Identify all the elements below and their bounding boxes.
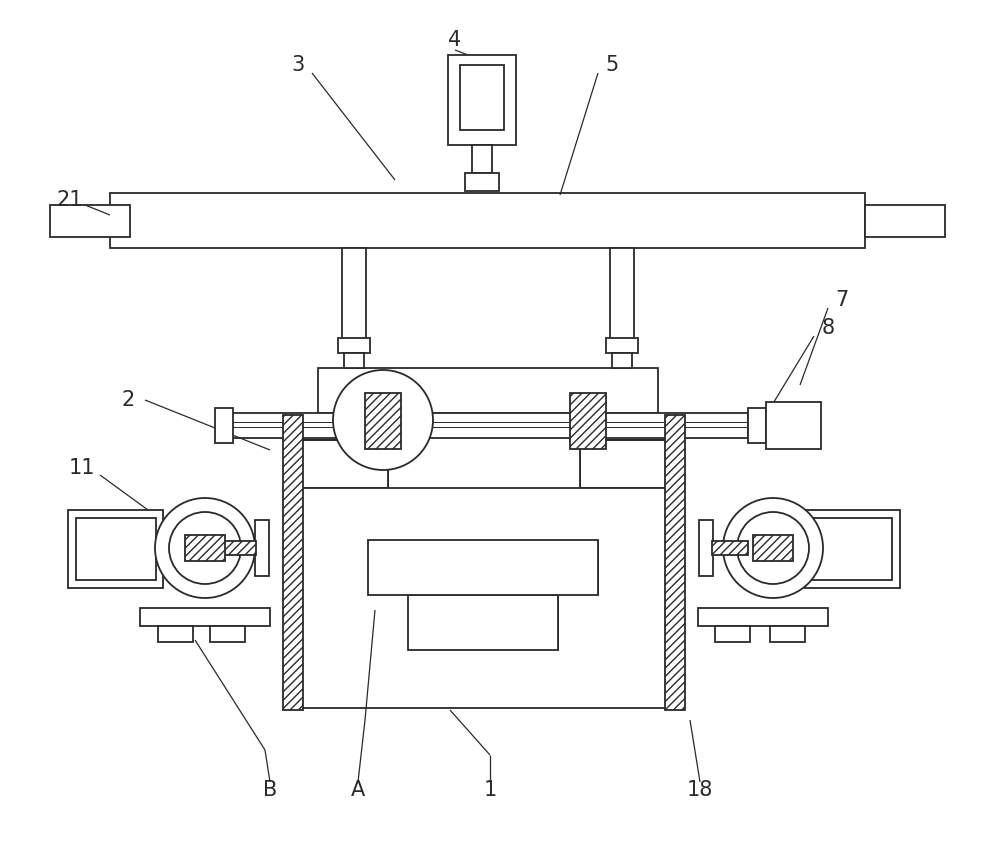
Bar xyxy=(140,608,270,626)
Bar xyxy=(472,145,492,173)
Bar xyxy=(699,520,713,576)
Bar xyxy=(228,413,748,438)
Text: 11: 11 xyxy=(69,458,95,478)
Bar xyxy=(283,415,303,710)
Bar xyxy=(215,408,233,443)
Bar xyxy=(610,248,634,343)
Bar xyxy=(210,626,245,642)
Bar xyxy=(753,535,793,561)
Text: 1: 1 xyxy=(483,780,497,800)
Bar xyxy=(185,535,225,561)
Bar xyxy=(715,626,750,642)
Text: 2: 2 xyxy=(121,390,135,410)
Bar xyxy=(76,518,156,580)
Bar xyxy=(606,338,638,353)
Bar xyxy=(570,393,606,449)
Circle shape xyxy=(737,512,809,584)
Text: 4: 4 xyxy=(448,30,462,50)
Bar xyxy=(338,338,370,353)
Bar xyxy=(460,65,504,130)
Text: 7: 7 xyxy=(835,290,849,310)
Bar xyxy=(298,440,388,488)
Bar xyxy=(748,408,766,443)
Text: A: A xyxy=(351,780,365,800)
Bar xyxy=(805,510,900,588)
Bar xyxy=(365,393,401,449)
Text: 18: 18 xyxy=(687,780,713,800)
Text: B: B xyxy=(263,780,277,800)
Bar xyxy=(344,353,364,368)
Bar xyxy=(766,402,821,449)
Bar xyxy=(300,488,668,708)
Text: 5: 5 xyxy=(605,55,619,75)
Bar xyxy=(368,540,598,595)
Text: 21: 21 xyxy=(57,190,83,210)
Bar xyxy=(220,541,256,555)
Bar xyxy=(50,205,130,237)
Bar xyxy=(342,248,366,343)
Text: 3: 3 xyxy=(291,55,305,75)
Bar xyxy=(665,415,685,710)
Bar xyxy=(812,518,892,580)
Bar xyxy=(408,595,558,650)
Bar xyxy=(110,193,865,248)
Bar xyxy=(465,173,499,191)
Bar xyxy=(770,626,805,642)
Bar xyxy=(255,520,269,576)
Bar xyxy=(865,205,945,237)
Circle shape xyxy=(155,498,255,598)
Bar xyxy=(318,368,658,413)
Bar xyxy=(698,608,828,626)
Bar xyxy=(158,626,193,642)
Text: 8: 8 xyxy=(821,318,835,338)
Circle shape xyxy=(723,498,823,598)
Bar xyxy=(448,55,516,145)
Bar xyxy=(712,541,748,555)
Circle shape xyxy=(333,370,433,470)
Bar xyxy=(68,510,163,588)
Circle shape xyxy=(169,512,241,584)
Bar xyxy=(580,440,670,488)
Bar xyxy=(612,353,632,368)
